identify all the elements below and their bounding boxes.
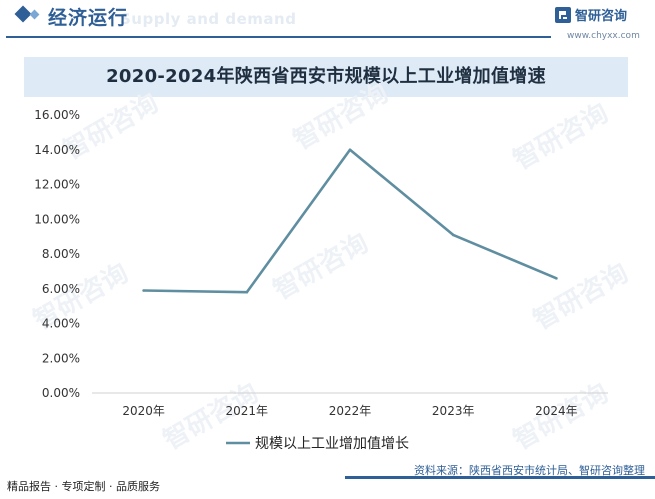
brand-name: 智研咨询 bbox=[575, 9, 628, 24]
series-line-0 bbox=[143, 148, 557, 294]
data-point bbox=[142, 289, 145, 292]
header-watermark: Supply and demand bbox=[120, 10, 297, 28]
source-note: 资料来源：陕西省西安市统计局、智研咨询整理 bbox=[414, 464, 645, 477]
y-tick-label: 14.00% bbox=[34, 143, 80, 157]
watermark-text-2: 智研咨询 bbox=[508, 97, 614, 176]
x-tick-label: 2023年 bbox=[432, 404, 475, 418]
y-tick-label: 6.00% bbox=[42, 282, 80, 296]
x-tick-label: 2020年 bbox=[122, 404, 165, 418]
y-tick-label: 12.00% bbox=[34, 178, 80, 192]
data-point bbox=[451, 233, 455, 237]
data-point bbox=[348, 148, 352, 152]
data-point bbox=[555, 277, 558, 280]
y-tick-label: 8.00% bbox=[42, 247, 80, 261]
y-tick-label: 10.00% bbox=[34, 212, 80, 226]
section-title: 经济运行 bbox=[48, 7, 129, 29]
x-tick-label: 2022年 bbox=[329, 404, 372, 418]
y-tick-label: 2.00% bbox=[42, 351, 80, 365]
header-divider bbox=[6, 36, 551, 38]
x-tick-label: 2024年 bbox=[535, 404, 578, 418]
y-tick-label: 16.00% bbox=[34, 108, 80, 122]
y-tick-label: 0.00% bbox=[42, 386, 80, 400]
footer-tagline: 精品报告 · 专项定制 · 品质服务 bbox=[7, 480, 160, 493]
brand-url: www.chyxx.com bbox=[567, 31, 640, 41]
footer-divider bbox=[345, 476, 655, 479]
brand-logo-icon bbox=[555, 7, 571, 23]
data-point bbox=[245, 290, 249, 294]
watermark-text-5: 智研咨询 bbox=[528, 257, 634, 336]
x-tick-label: 2021年 bbox=[226, 404, 269, 418]
brand-logo: 智研咨询 www.chyxx.com bbox=[555, 6, 640, 41]
header: Supply and demand 经济运行 智研咨询 www.chyxx.co… bbox=[0, 0, 655, 44]
chart-title: 2020-2024年陕西省西安市规模以上工业增加值增速 bbox=[24, 57, 628, 97]
watermark-text-1: 智研咨询 bbox=[288, 77, 394, 156]
legend-label: 规模以上工业增加值增长 bbox=[255, 436, 409, 452]
y-tick-label: 4.00% bbox=[42, 317, 80, 331]
